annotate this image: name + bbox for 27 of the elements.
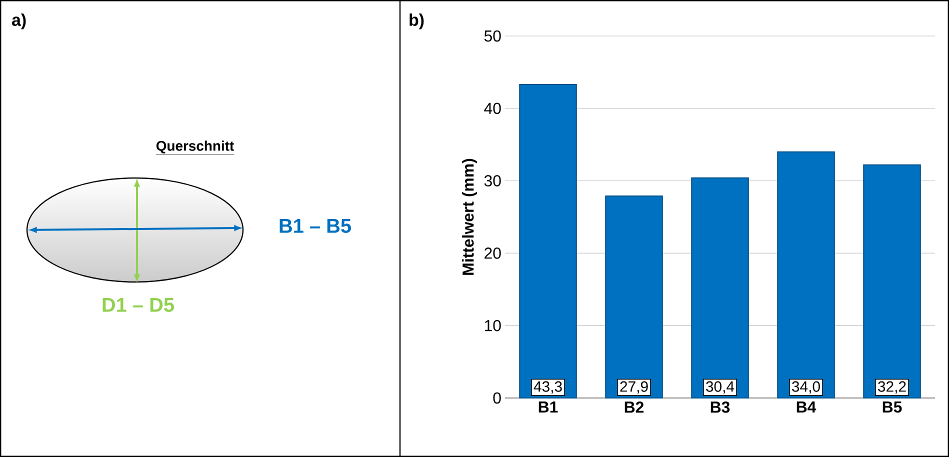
data-label: 43,3 <box>534 381 562 394</box>
y-tick-label: 50 <box>484 30 501 42</box>
y-tick-label: 0 <box>493 392 501 404</box>
text: a) <box>12 14 26 30</box>
data-label: 27,9 <box>620 381 648 394</box>
x-tick-label: B5 <box>882 402 902 413</box>
bar <box>863 164 921 398</box>
data-label: 34,0 <box>792 381 820 394</box>
y-tick-label: 10 <box>484 320 501 332</box>
bar <box>691 177 749 398</box>
x-tick-label: B1 <box>538 402 558 412</box>
text: B1 – B5 <box>280 219 351 233</box>
bar <box>777 151 835 398</box>
data-label: 30,4 <box>706 381 734 394</box>
y-tick-label: 40 <box>484 102 501 114</box>
text: D1 – D5 <box>102 298 174 312</box>
bar <box>605 195 663 398</box>
x-tick-label: B3 <box>710 402 730 413</box>
y-tick-label: 30 <box>484 175 501 186</box>
x-tick-label: B2 <box>624 402 644 413</box>
text: Querschnitt <box>156 140 234 154</box>
chart-title: b) <box>410 14 424 30</box>
y-tick-label: 20 <box>484 248 501 259</box>
bar <box>519 84 577 398</box>
x-tick-label: B4 <box>796 402 816 412</box>
y-axis-title: Mittelwert (mm) <box>462 158 477 275</box>
data-label: 32,2 <box>878 381 906 394</box>
